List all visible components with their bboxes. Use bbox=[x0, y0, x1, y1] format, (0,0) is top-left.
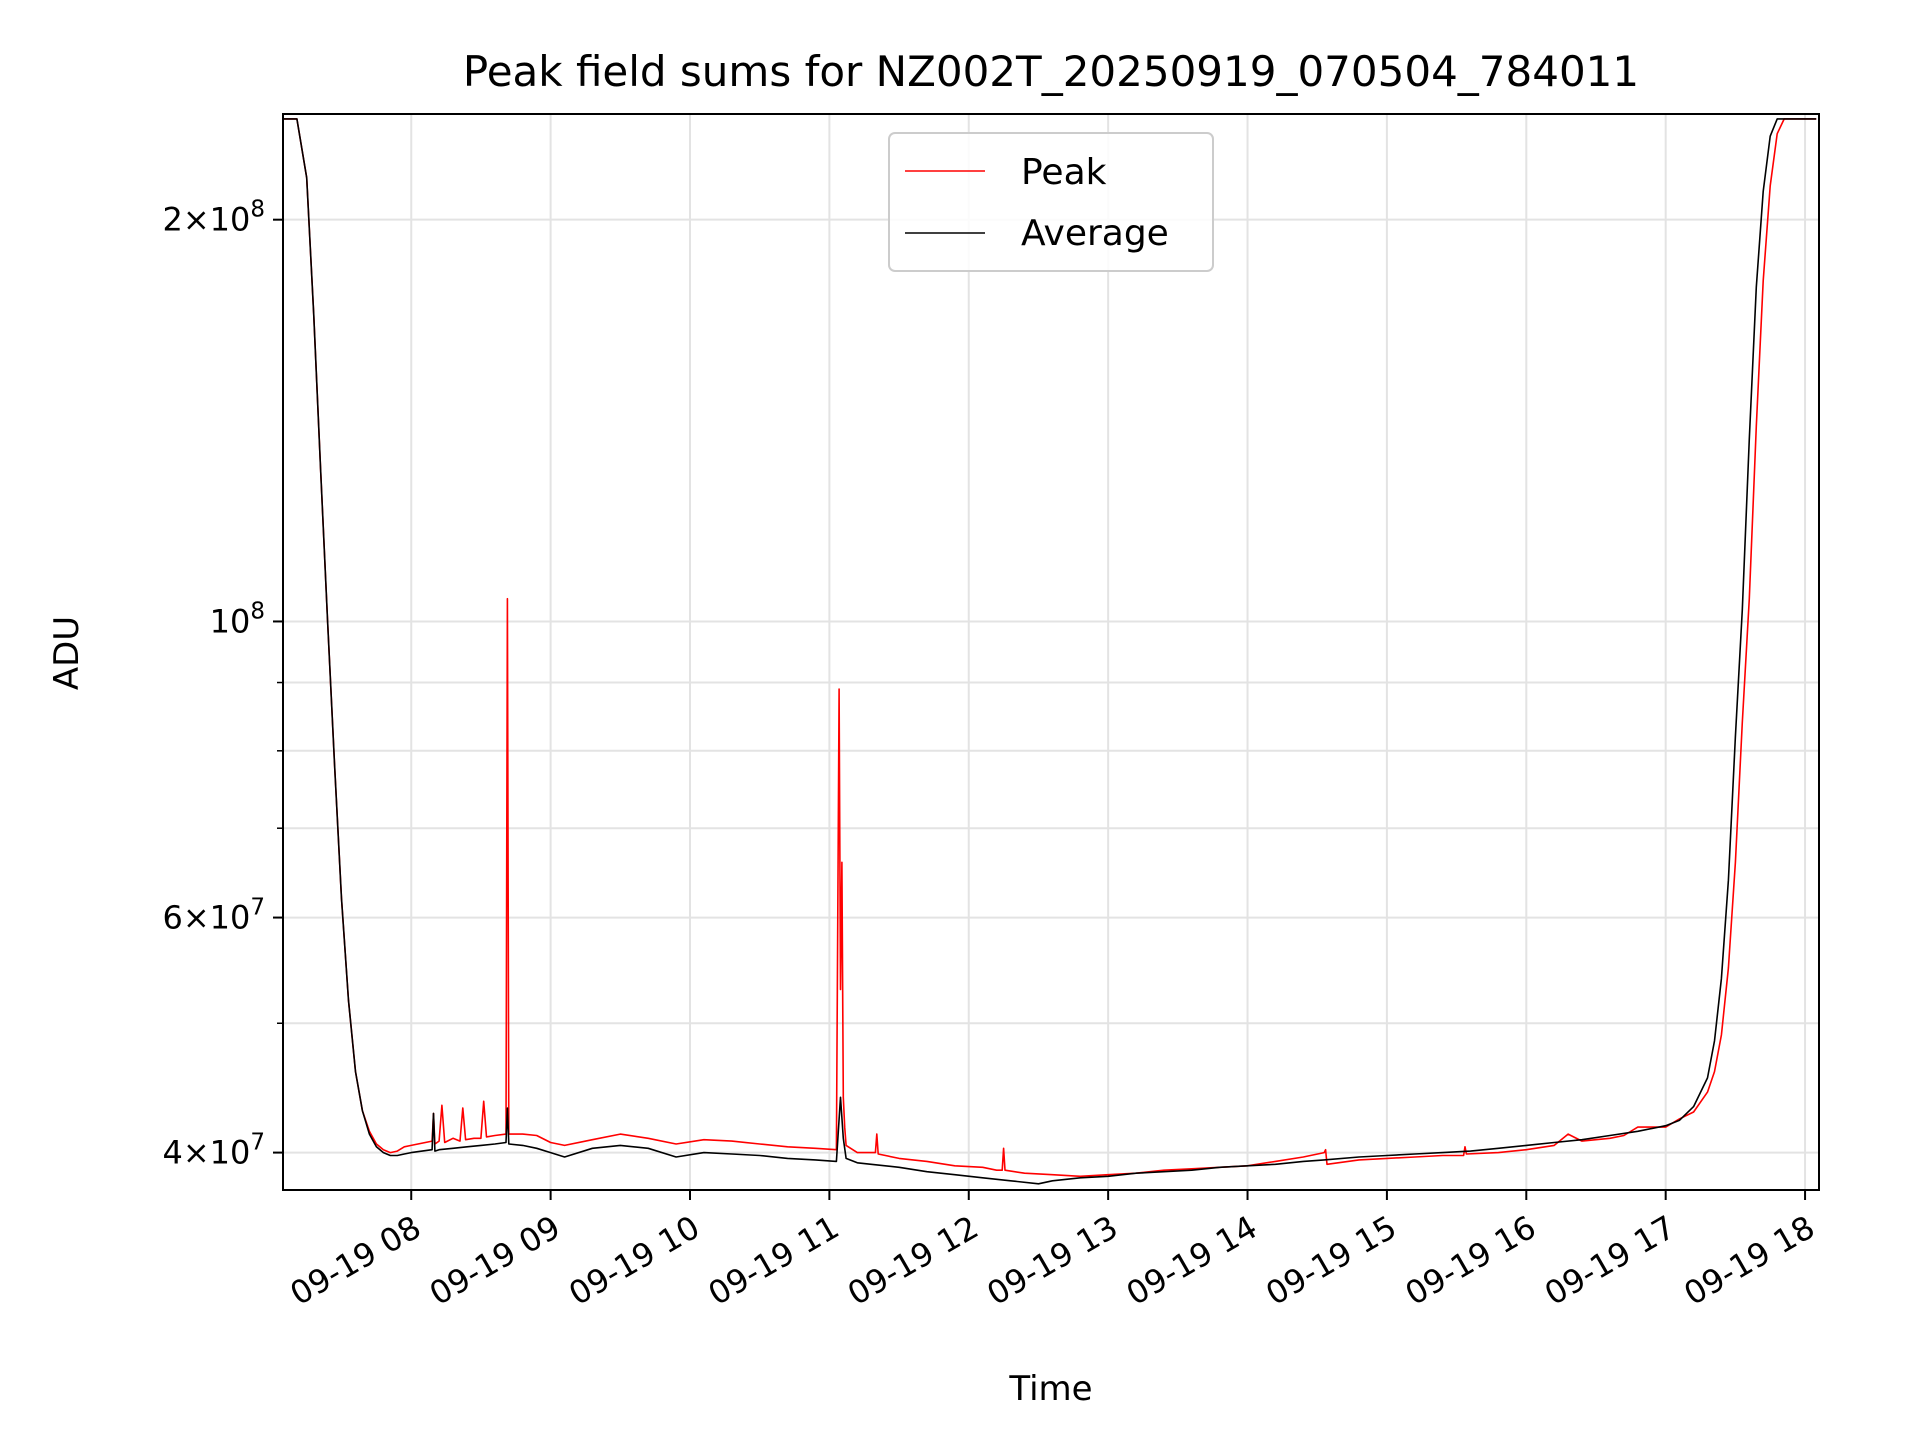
legend-peak-label: Peak bbox=[1021, 152, 1107, 193]
y-tick-label: 4×107 bbox=[162, 1130, 265, 1172]
legend-average-label: Average bbox=[1021, 213, 1169, 254]
grid bbox=[283, 114, 1819, 1190]
chart-title: Peak field sums for NZ002T_20250919_0705… bbox=[463, 47, 1639, 96]
y-tick-label: 2×108 bbox=[162, 197, 265, 239]
y-tick-label: 6×107 bbox=[162, 895, 265, 937]
legend: Peak Average bbox=[889, 133, 1213, 271]
y-axis-label: ADU bbox=[47, 616, 87, 690]
x-axis-label: Time bbox=[1008, 1369, 1092, 1409]
chart: Peak field sums for NZ002T_20250919_0705… bbox=[0, 0, 1920, 1440]
plot-area bbox=[283, 114, 1819, 1190]
